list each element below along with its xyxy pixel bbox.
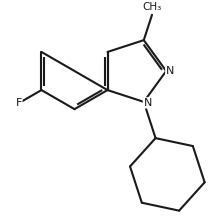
Text: N: N xyxy=(143,98,152,108)
Text: F: F xyxy=(15,98,22,108)
Text: CH₃: CH₃ xyxy=(142,2,162,13)
Text: N: N xyxy=(166,66,174,76)
